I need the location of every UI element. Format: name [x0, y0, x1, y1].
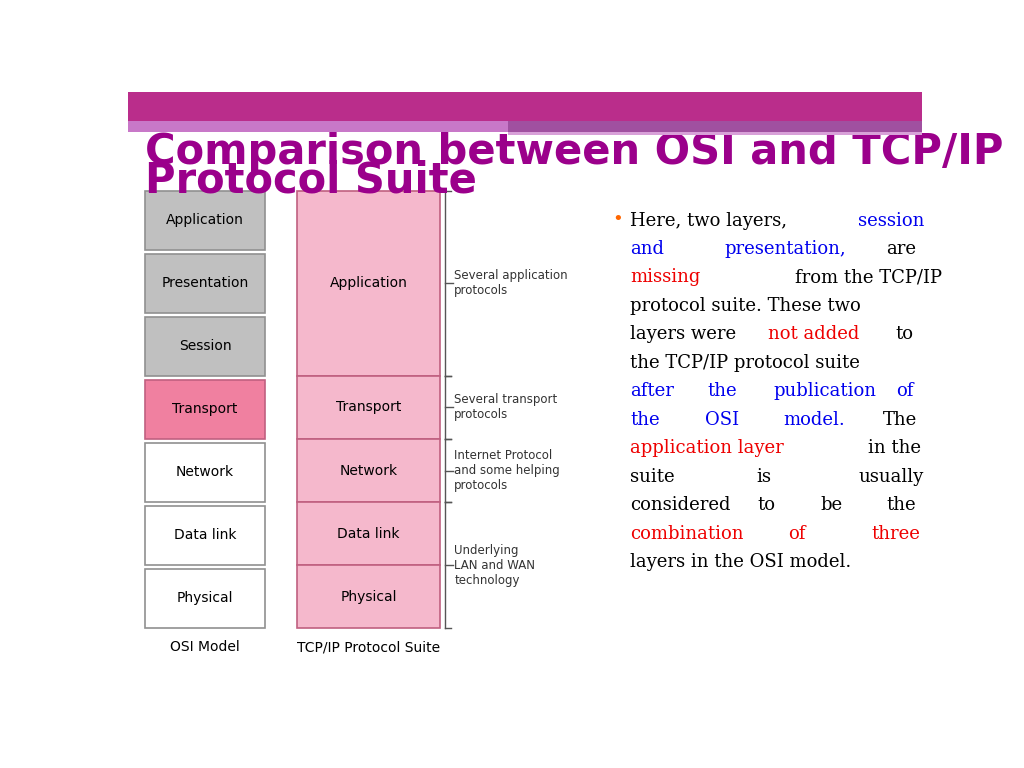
Text: Physical: Physical	[177, 591, 233, 605]
Text: not added: not added	[768, 326, 860, 343]
Text: the: the	[708, 382, 736, 400]
Text: OSI Model: OSI Model	[170, 641, 240, 654]
Text: Network: Network	[340, 464, 397, 478]
Text: Protocol Suite: Protocol Suite	[145, 160, 477, 202]
Text: protocol suite. These two: protocol suite. These two	[630, 297, 861, 315]
Text: OSI: OSI	[705, 411, 739, 429]
Text: is: is	[756, 468, 771, 486]
Text: The: The	[883, 411, 916, 429]
Text: Physical: Physical	[340, 590, 397, 604]
Text: Data link: Data link	[337, 527, 400, 541]
Text: the: the	[630, 411, 659, 429]
Text: and: and	[630, 240, 665, 258]
Bar	[297, 502, 440, 565]
Bar	[128, 121, 508, 132]
Text: layers in the OSI model.: layers in the OSI model.	[630, 554, 851, 571]
Text: considered: considered	[630, 496, 731, 515]
Text: Session: Session	[179, 339, 231, 353]
Text: Presentation: Presentation	[162, 276, 249, 290]
Text: Transport: Transport	[336, 400, 401, 415]
Bar	[508, 121, 922, 132]
Text: after: after	[630, 382, 674, 400]
Text: Data link: Data link	[174, 528, 237, 542]
Text: presentation,: presentation,	[724, 240, 846, 258]
Text: in the: in the	[868, 439, 922, 458]
Text: missing: missing	[630, 269, 700, 286]
Bar	[128, 92, 922, 121]
Bar	[297, 565, 440, 628]
Bar	[145, 253, 265, 313]
Text: application layer: application layer	[630, 439, 784, 458]
Text: layers were: layers were	[630, 326, 736, 343]
Bar	[297, 190, 440, 376]
Text: be: be	[820, 496, 842, 515]
Text: to: to	[895, 326, 913, 343]
Text: model.: model.	[783, 411, 845, 429]
Text: combination: combination	[630, 525, 743, 543]
Text: suite: suite	[630, 468, 675, 486]
Bar	[145, 569, 265, 628]
Text: three: three	[871, 525, 921, 543]
Bar	[508, 132, 922, 135]
Bar	[297, 439, 440, 502]
Text: are: are	[886, 240, 915, 258]
Text: to: to	[757, 496, 775, 515]
Text: Several transport
protocols: Several transport protocols	[455, 393, 557, 422]
Text: •: •	[612, 210, 624, 228]
Text: TCP/IP Protocol Suite: TCP/IP Protocol Suite	[297, 641, 440, 654]
Text: of: of	[788, 525, 806, 543]
Bar	[145, 380, 265, 439]
Text: Comparison between OSI and TCP/IP: Comparison between OSI and TCP/IP	[145, 131, 1004, 173]
Bar	[145, 316, 265, 376]
Text: of: of	[896, 382, 913, 400]
Bar	[297, 376, 440, 439]
Bar	[145, 506, 265, 565]
Text: Several application
protocols: Several application protocols	[455, 270, 568, 297]
Bar	[145, 443, 265, 502]
Text: Transport: Transport	[172, 402, 238, 416]
Text: Here, two layers,: Here, two layers,	[630, 211, 793, 230]
Text: session: session	[858, 211, 924, 230]
Text: Underlying
LAN and WAN
technology: Underlying LAN and WAN technology	[455, 544, 536, 587]
Text: Application: Application	[330, 276, 408, 290]
Text: Internet Protocol
and some helping
protocols: Internet Protocol and some helping proto…	[455, 449, 560, 492]
Bar	[145, 190, 265, 250]
Text: the TCP/IP protocol suite: the TCP/IP protocol suite	[630, 354, 860, 372]
Text: publication: publication	[773, 382, 876, 400]
Text: Network: Network	[176, 465, 234, 479]
Text: Application: Application	[166, 214, 244, 227]
Text: usually: usually	[859, 468, 924, 486]
Text: the: the	[886, 496, 915, 515]
Text: from the TCP/IP: from the TCP/IP	[796, 269, 942, 286]
